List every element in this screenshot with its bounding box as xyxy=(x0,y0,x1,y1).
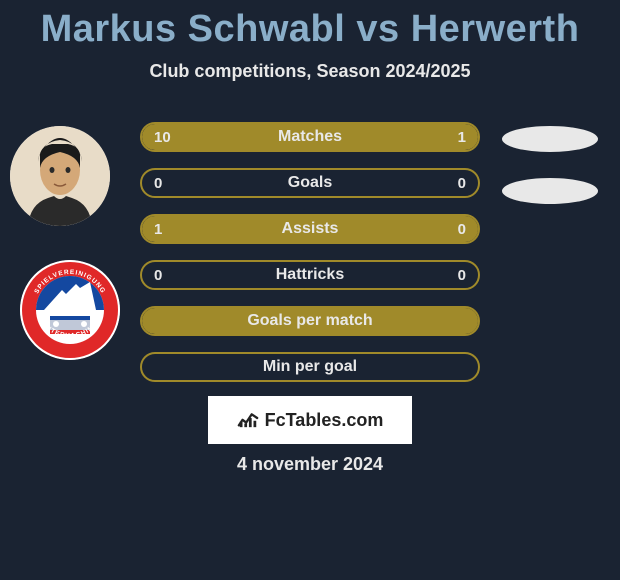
player2-marker-1 xyxy=(502,126,598,152)
page-title: Markus Schwabl vs Herwerth xyxy=(0,0,620,51)
stat-row-mpg: Min per goal xyxy=(140,352,480,382)
stat-label: Matches xyxy=(142,124,478,150)
stat-row-goals: 0 Goals 0 xyxy=(140,168,480,198)
stat-row-assists: 1 Assists 0 xyxy=(140,214,480,244)
stat-right-val: 1 xyxy=(458,124,466,150)
stats-container: 10 Matches 1 0 Goals 0 1 Assists 0 0 Hat… xyxy=(140,122,480,398)
stat-right-val: 0 xyxy=(458,170,466,196)
club-badge: SPIELVEREINIGUNG UNTERHACHING xyxy=(20,260,120,360)
stat-row-hattricks: 0 Hattricks 0 xyxy=(140,260,480,290)
footer-brand-badge: FcTables.com xyxy=(208,396,412,444)
stat-right-val: 0 xyxy=(458,262,466,288)
stat-right-val: 0 xyxy=(458,216,466,242)
chart-icon xyxy=(237,407,259,434)
stat-label: Goals per match xyxy=(142,308,478,334)
stat-label: Goals xyxy=(142,170,478,196)
stat-label: Min per goal xyxy=(142,354,478,380)
subtitle: Club competitions, Season 2024/2025 xyxy=(0,61,620,82)
player2-marker-2 xyxy=(502,178,598,204)
stat-label: Assists xyxy=(142,216,478,242)
stat-row-gpm: Goals per match xyxy=(140,306,480,336)
footer-date: 4 november 2024 xyxy=(0,454,620,475)
player1-avatar xyxy=(10,126,110,226)
footer-brand-text: FcTables.com xyxy=(265,410,384,431)
stat-label: Hattricks xyxy=(142,262,478,288)
stat-row-matches: 10 Matches 1 xyxy=(140,122,480,152)
